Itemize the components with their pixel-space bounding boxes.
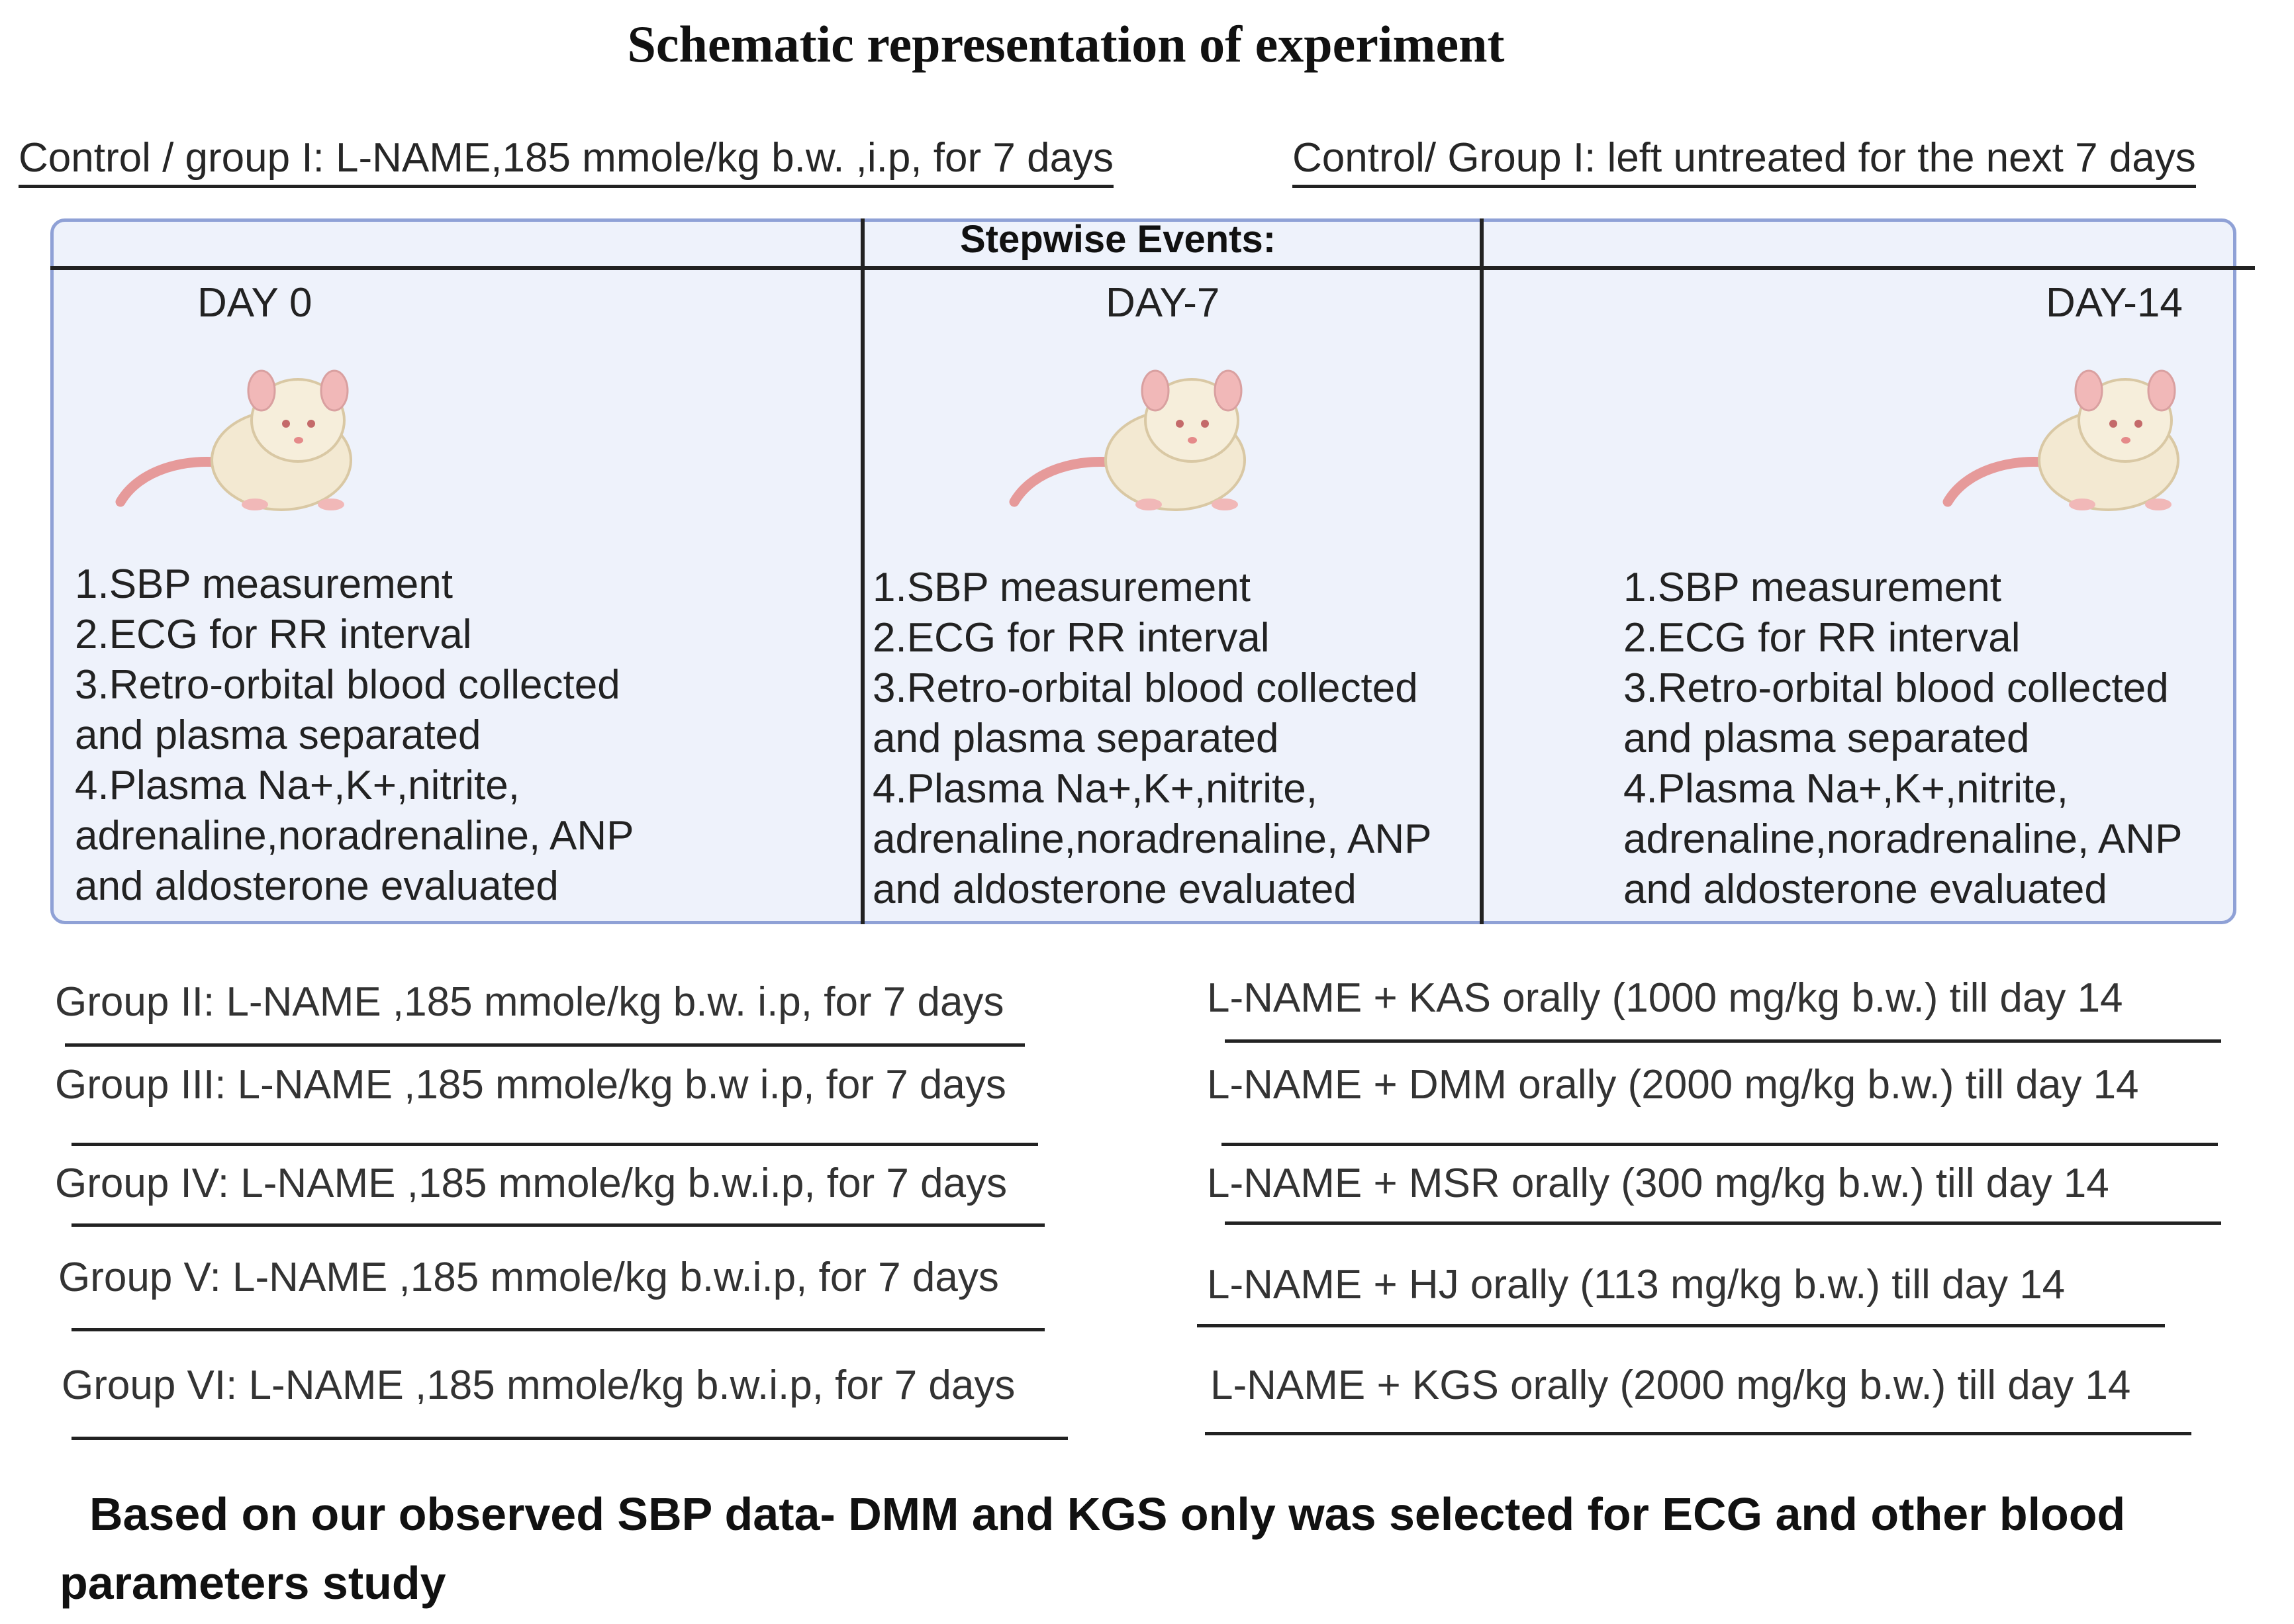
step-item: 1.SBP measurement <box>1623 565 2001 610</box>
group-iii-label: Group III: L-NAME ,185 mmole/kg b.w i.p,… <box>55 1062 1006 1108</box>
control-group-right-label: Control/ Group I: left untreated for the… <box>1292 135 2196 189</box>
step-item: adrenaline,noradrenaline, ANP <box>75 813 634 859</box>
step-item: 2.ECG for RR interval <box>75 612 472 657</box>
step-item: 2.ECG for RR interval <box>1623 615 2021 661</box>
step-item: 1.SBP measurement <box>873 565 1251 610</box>
day-14-label: DAY-14 <box>2046 280 2183 326</box>
footer-note-line-1: Based on our observed SBP data- DMM and … <box>89 1488 2126 1540</box>
group-v-label: Group V: L-NAME ,185 mmole/kg b.w.i.p, f… <box>58 1255 999 1300</box>
day-0-label: DAY 0 <box>197 280 312 326</box>
step-item: adrenaline,noradrenaline, ANP <box>873 816 1432 862</box>
step-item: 4.Plasma Na+,K+,nitrite, <box>873 766 1317 812</box>
day-14-steps: 1.SBP measurement 2.ECG for RR interval … <box>1623 563 2182 915</box>
page-title: Schematic representation of experiment <box>627 15 1505 73</box>
step-item: and plasma separated <box>873 716 1279 761</box>
divider-line <box>1225 1221 2221 1225</box>
step-item: and plasma separated <box>1623 716 2030 761</box>
group-ii-treatment: L-NAME + KAS orally (1000 mg/kg b.w.) ti… <box>1207 975 2123 1021</box>
group-vi-treatment: L-NAME + KGS orally (2000 mg/kg b.w.) ti… <box>1210 1362 2131 1408</box>
divider-line <box>72 1437 1068 1440</box>
rat-icon <box>115 369 352 511</box>
divider-line <box>1197 1324 2165 1327</box>
step-item: and aldosterone evaluated <box>1623 867 2107 912</box>
group-ii-label: Group II: L-NAME ,185 mmole/kg b.w. i.p,… <box>55 979 1004 1025</box>
step-item: 1.SBP measurement <box>75 561 453 607</box>
step-item: and aldosterone evaluated <box>873 867 1357 912</box>
step-item: and plasma separated <box>75 712 481 758</box>
group-vi-label: Group VI: L-NAME ,185 mmole/kg b.w.i.p, … <box>62 1362 1016 1408</box>
group-v-treatment: L-NAME + HJ orally (113 mg/kg b.w.) till… <box>1207 1262 2066 1308</box>
column-divider-2 <box>1480 218 1484 924</box>
divider-line <box>1221 1143 2218 1146</box>
divider-line <box>65 1043 1025 1047</box>
step-item: 2.ECG for RR interval <box>873 615 1270 661</box>
step-item: 3.Retro-orbital blood collected <box>873 665 1418 711</box>
step-item: 4.Plasma Na+,K+,nitrite, <box>1623 766 2068 812</box>
rat-icon <box>1009 369 1246 511</box>
rat-icon <box>1942 369 2179 511</box>
stepwise-events-header: Stepwise Events: <box>960 218 1276 261</box>
divider-line <box>1205 1432 2191 1435</box>
divider-line <box>72 1223 1045 1227</box>
step-item: 3.Retro-orbital blood collected <box>75 662 620 708</box>
step-item: and aldosterone evaluated <box>75 863 559 909</box>
column-divider-1 <box>861 218 865 924</box>
day-7-steps: 1.SBP measurement 2.ECG for RR interval … <box>873 563 1431 915</box>
step-item: 4.Plasma Na+,K+,nitrite, <box>75 763 520 808</box>
divider-line <box>72 1143 1038 1146</box>
group-iv-label: Group IV: L-NAME ,185 mmole/kg b.w.i.p, … <box>55 1161 1008 1206</box>
day-0-steps: 1.SBP measurement 2.ECG for RR interval … <box>75 559 634 912</box>
group-iii-treatment: L-NAME + DMM orally (2000 mg/kg b.w.) ti… <box>1207 1062 2139 1108</box>
panel-header-divider <box>50 266 2255 270</box>
group-iv-treatment: L-NAME + MSR orally (300 mg/kg b.w.) til… <box>1207 1161 2109 1206</box>
control-group-left-label: Control / group I: L-NAME,185 mmole/kg b… <box>19 135 1114 189</box>
stepwise-events-panel <box>50 218 2236 924</box>
divider-line <box>72 1328 1045 1331</box>
step-item: adrenaline,noradrenaline, ANP <box>1623 816 2183 862</box>
step-item: 3.Retro-orbital blood collected <box>1623 665 2169 711</box>
divider-line <box>1225 1039 2221 1043</box>
day-7-label: DAY-7 <box>1106 280 1220 326</box>
footer-note-line-2: parameters study <box>60 1557 446 1609</box>
